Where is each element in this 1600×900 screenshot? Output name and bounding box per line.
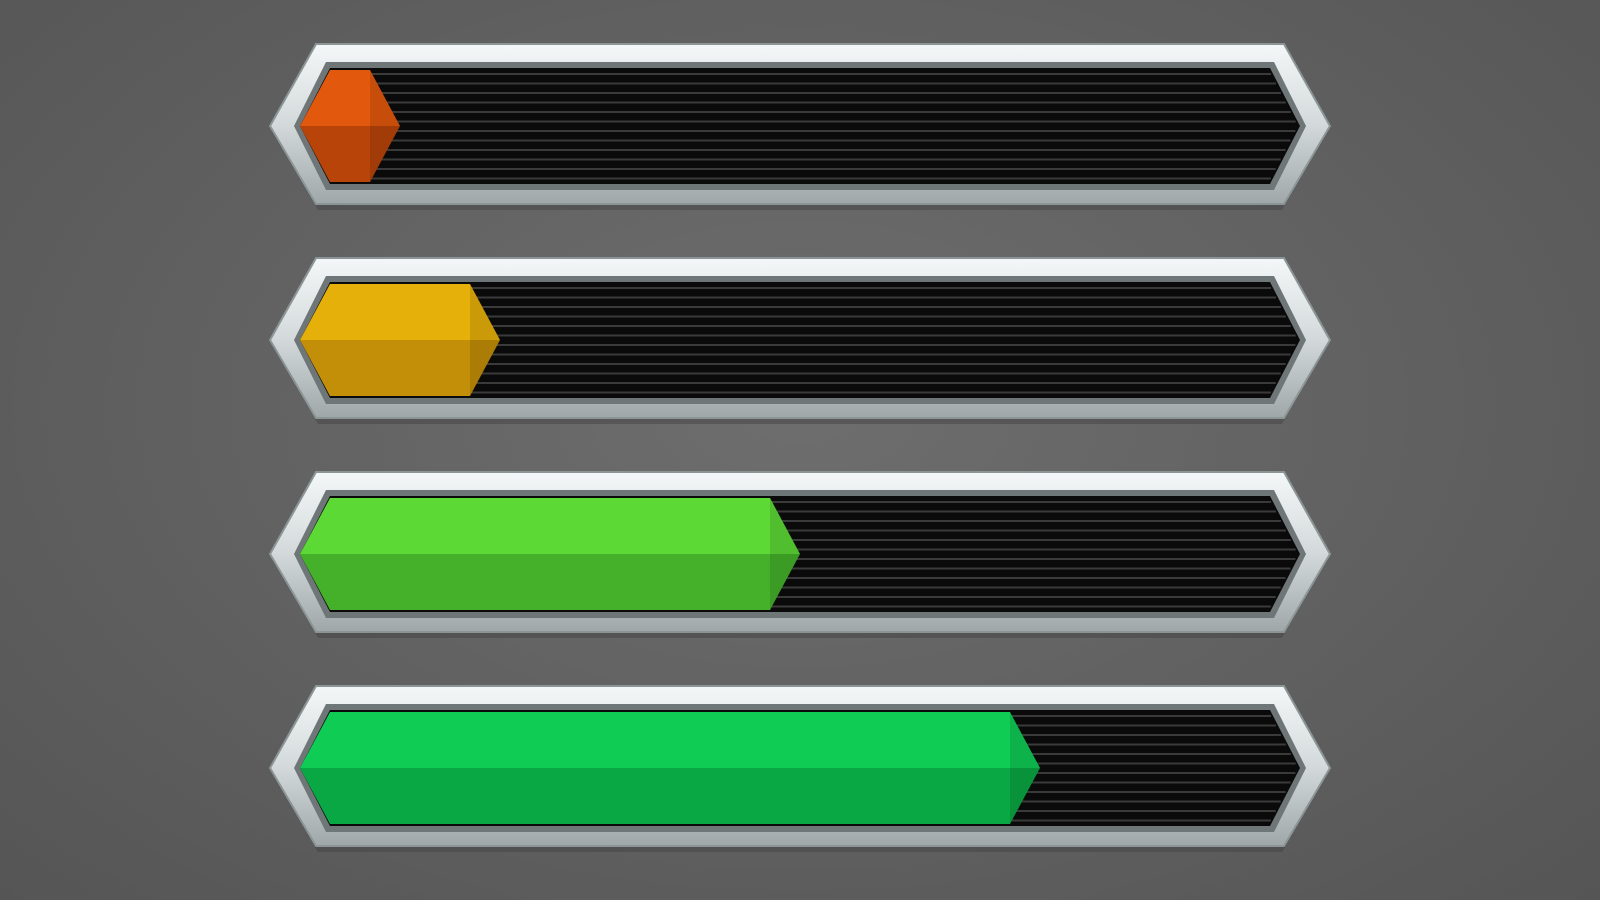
progress-bar xyxy=(268,471,1332,638)
bar-track xyxy=(300,68,1300,184)
bar-fill-tip xyxy=(370,70,400,182)
progress-bar xyxy=(268,43,1332,210)
bar-fill-top xyxy=(300,284,500,340)
bar-fill-bottom xyxy=(300,554,800,610)
bar-fill-bottom xyxy=(300,126,400,182)
bar-fill-tip xyxy=(470,284,500,396)
progress-bar xyxy=(268,685,1332,852)
bar-fill-top xyxy=(300,712,1040,768)
bar-fill-tip xyxy=(770,498,800,610)
progress-bar xyxy=(268,257,1332,424)
bar-fill-tip xyxy=(1010,712,1040,824)
bar-fill-top xyxy=(300,498,800,554)
bar-fill-bottom xyxy=(300,768,1040,824)
bar-fill-top xyxy=(300,70,400,126)
bar-track xyxy=(300,282,1300,398)
bar-fill-bottom xyxy=(300,340,500,396)
